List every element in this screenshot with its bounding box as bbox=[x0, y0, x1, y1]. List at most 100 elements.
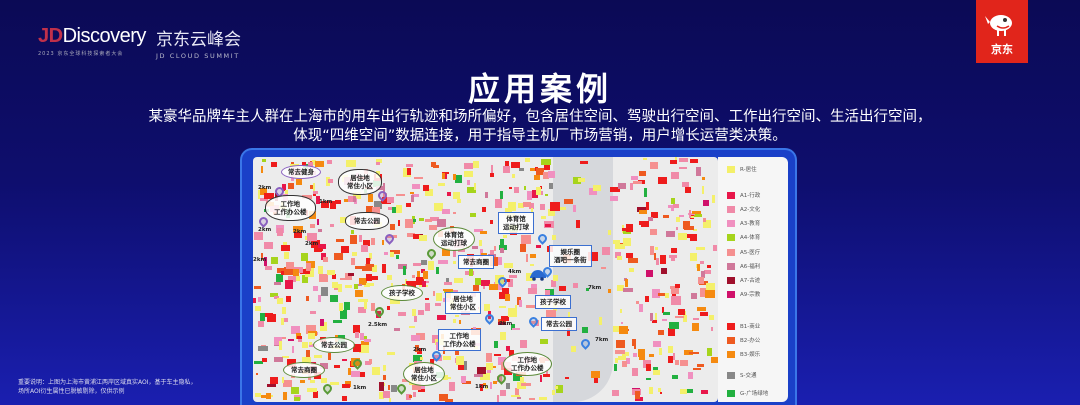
aoi-block bbox=[618, 325, 629, 334]
aoi-block bbox=[639, 221, 650, 225]
aoi-block bbox=[350, 358, 361, 366]
aoi-block bbox=[464, 162, 474, 169]
aoi-block bbox=[354, 332, 360, 339]
aoi-block bbox=[546, 309, 556, 318]
aoi-block bbox=[653, 370, 660, 375]
aoi-block bbox=[378, 382, 384, 391]
aoi-block bbox=[670, 208, 674, 212]
aoi-block bbox=[672, 353, 675, 361]
aoi-block bbox=[417, 360, 422, 363]
map-label-line: 运动打球 bbox=[503, 223, 529, 231]
location-pin-icon bbox=[536, 232, 549, 245]
aoi-block bbox=[412, 263, 422, 267]
legend-swatch bbox=[727, 165, 735, 173]
aoi-block bbox=[437, 183, 445, 187]
aoi-block bbox=[332, 274, 337, 280]
aoi-block bbox=[328, 353, 331, 360]
aoi-block bbox=[511, 394, 521, 398]
aoi-block bbox=[539, 374, 543, 383]
aoi-block bbox=[313, 190, 319, 194]
aoi-block bbox=[441, 208, 450, 214]
legend-label: B1-商业 bbox=[740, 324, 761, 330]
aoi-block bbox=[521, 382, 531, 387]
map-label-line: 常去商圈 bbox=[463, 258, 489, 266]
distance-label: 1km bbox=[319, 199, 333, 205]
aoi-block bbox=[633, 353, 637, 358]
aoi-block bbox=[526, 304, 535, 308]
aoi-block bbox=[308, 343, 317, 348]
map-label-line: 工作地 bbox=[517, 356, 538, 364]
footnote-line: 场所AOI衍生属性已脱敏剔除，仅供示例 bbox=[18, 387, 125, 395]
legend-item: A6-福利 bbox=[727, 262, 760, 270]
map-label: 常去商圈 bbox=[458, 255, 494, 269]
aoi-block bbox=[358, 278, 367, 286]
aoi-block bbox=[690, 233, 697, 242]
aoi-block bbox=[653, 252, 656, 261]
aoi-block bbox=[662, 214, 669, 218]
aoi-block bbox=[371, 276, 378, 280]
aoi-block bbox=[433, 355, 443, 362]
aoi-block bbox=[327, 179, 333, 183]
aoi-block bbox=[339, 216, 348, 224]
map-label-line: 体育馆 bbox=[506, 215, 526, 223]
aoi-block bbox=[507, 279, 514, 288]
aoi-block bbox=[371, 366, 380, 376]
aoi-block bbox=[318, 266, 323, 275]
aoi-block bbox=[411, 334, 420, 342]
aoi-block bbox=[636, 206, 646, 213]
aoi-block bbox=[365, 264, 375, 267]
legend-swatch bbox=[727, 248, 735, 256]
aoi-block bbox=[397, 312, 406, 317]
aoi-block bbox=[542, 374, 550, 378]
aoi-block bbox=[530, 168, 536, 172]
aoi-block bbox=[545, 289, 550, 297]
aoi-block bbox=[713, 245, 717, 251]
aoi-block bbox=[339, 310, 348, 320]
aoi-block bbox=[444, 399, 454, 402]
aoi-block bbox=[528, 397, 535, 400]
legend-swatch bbox=[727, 205, 735, 213]
aoi-block bbox=[281, 317, 284, 325]
aoi-block bbox=[552, 389, 556, 395]
event-en: JD CLOUD SUMMIT bbox=[156, 52, 240, 60]
legend-label: G-广场绿地 bbox=[740, 391, 769, 397]
aoi-block bbox=[598, 317, 603, 325]
aoi-block bbox=[684, 225, 694, 231]
map-label-line: 运动打球 bbox=[441, 239, 467, 247]
aoi-block bbox=[287, 275, 297, 283]
aoi-block bbox=[310, 311, 317, 314]
aoi-block bbox=[271, 256, 278, 264]
aoi-block bbox=[342, 396, 348, 402]
map-label-line: 常住小区 bbox=[347, 182, 373, 190]
aoi-block bbox=[407, 168, 411, 176]
jd-brand-logo: 京东 bbox=[976, 0, 1028, 63]
aoi-block bbox=[313, 194, 316, 197]
aoi-block bbox=[497, 395, 500, 402]
aoi-block bbox=[306, 296, 309, 301]
aoi-block bbox=[608, 230, 611, 236]
aoi-block bbox=[471, 245, 478, 250]
aoi-block bbox=[307, 387, 318, 392]
aoi-block bbox=[442, 375, 449, 380]
aoi-block bbox=[302, 342, 309, 349]
aoi-block bbox=[321, 253, 327, 260]
map-label: 常去公园 bbox=[345, 212, 389, 230]
aoi-block bbox=[712, 194, 715, 203]
aoi-block bbox=[554, 386, 559, 390]
aoi-block bbox=[490, 257, 498, 267]
map-label: 孩子学校 bbox=[381, 285, 423, 301]
aoi-block bbox=[296, 332, 302, 339]
aoi-block bbox=[361, 336, 368, 341]
footnote-line: 重要说明：上图为上海市黄浦江两岸区域真实AOI，基于车主隐私， bbox=[18, 379, 197, 386]
aoi-block bbox=[281, 377, 285, 383]
aoi-block bbox=[489, 382, 493, 390]
aoi-block bbox=[679, 389, 688, 395]
aoi-block bbox=[601, 247, 611, 256]
aoi-block bbox=[350, 257, 355, 266]
aoi-block bbox=[505, 161, 510, 167]
legend-swatch bbox=[727, 350, 735, 358]
aoi-block bbox=[696, 364, 704, 367]
aoi-block bbox=[622, 237, 631, 247]
aoi-block bbox=[334, 253, 343, 260]
legend-item: A1-行政 bbox=[727, 191, 760, 199]
